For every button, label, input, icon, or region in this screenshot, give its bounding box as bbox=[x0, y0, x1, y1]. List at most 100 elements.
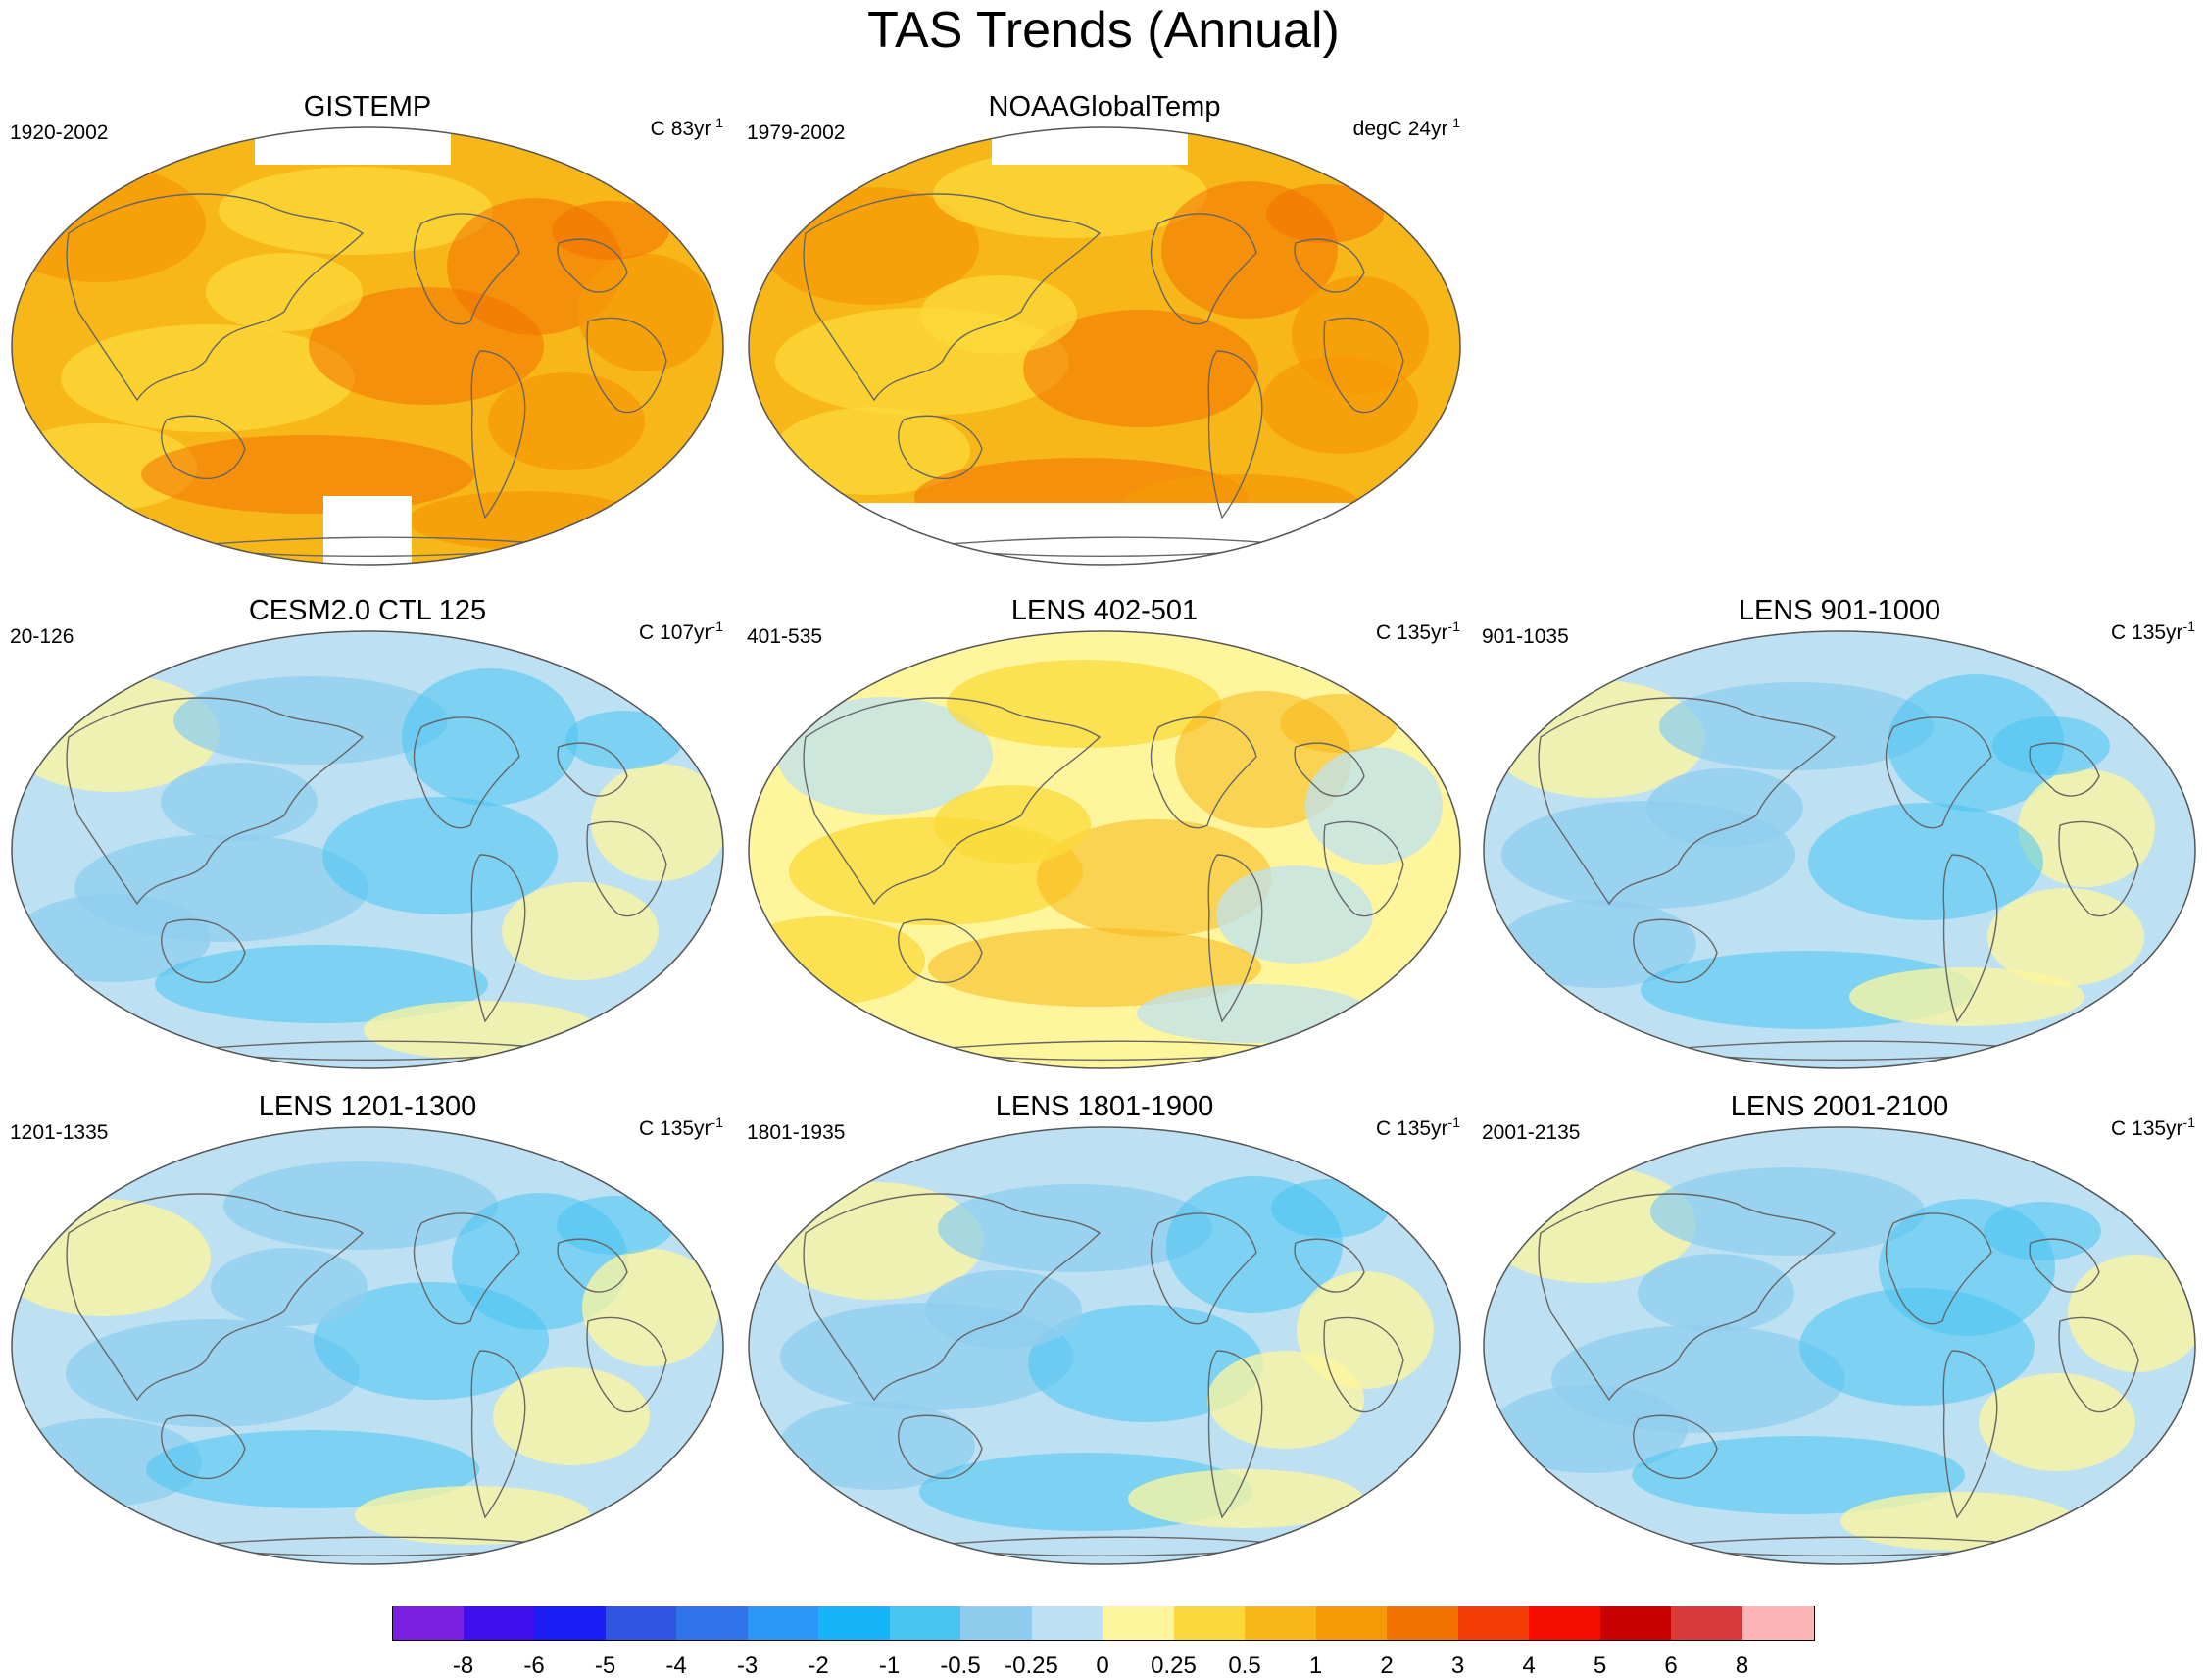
coastline bbox=[1633, 1414, 1718, 1479]
panel-title: NOAAGlobalTemp bbox=[988, 91, 1221, 123]
trend-region bbox=[15, 894, 211, 982]
colorbar-swatch bbox=[534, 1606, 606, 1641]
panel-units: C 135yr-1 bbox=[639, 1115, 723, 1143]
trend-region bbox=[1888, 674, 2064, 812]
colorbar-swatch bbox=[463, 1606, 535, 1641]
colorbar-label: -0.25 bbox=[1005, 1653, 1058, 1679]
trend-region bbox=[1979, 1373, 2135, 1471]
colorbar-swatch bbox=[1599, 1606, 1672, 1641]
coastline bbox=[586, 317, 667, 414]
trend-region bbox=[1659, 682, 1934, 770]
coastline bbox=[1323, 820, 1404, 917]
panel-period: 20-126 bbox=[10, 625, 74, 648]
map-panel: LENS 402-501 401-535 C 135yr-1 bbox=[737, 594, 1472, 1104]
trend-region bbox=[155, 945, 488, 1023]
panel-length: 107yr bbox=[660, 621, 711, 644]
trend-region bbox=[211, 1248, 368, 1326]
panel-length: 135yr bbox=[1397, 1117, 1448, 1140]
coastline bbox=[66, 1193, 365, 1402]
trend-map bbox=[748, 126, 1461, 566]
trend-region bbox=[322, 797, 558, 914]
map-border bbox=[11, 1126, 724, 1565]
trend-region bbox=[920, 275, 1077, 354]
coastline bbox=[161, 918, 246, 983]
trend-region bbox=[591, 764, 723, 881]
trend-region bbox=[1799, 1288, 2035, 1406]
panel-title: CESM2.0 CTL 125 bbox=[248, 595, 487, 626]
trend-map bbox=[11, 1126, 724, 1565]
trend-region bbox=[557, 1196, 674, 1255]
coastline bbox=[803, 1193, 1102, 1402]
coastline bbox=[586, 1316, 667, 1413]
panel-title: LENS 402-501 bbox=[1010, 595, 1199, 626]
panel-title: LENS 2001-2100 bbox=[1730, 1091, 1949, 1122]
trend-region bbox=[502, 882, 659, 980]
trend-region bbox=[1261, 356, 1418, 454]
trend-region bbox=[2018, 769, 2155, 887]
map-border bbox=[11, 126, 724, 566]
trend-region bbox=[1492, 1385, 1688, 1473]
map-panel: CESM2.0 CTL 125 20-126 C 107yr-1 bbox=[0, 594, 735, 1104]
missing-data-region bbox=[255, 127, 451, 165]
panel-period: 401-535 bbox=[747, 625, 823, 648]
trend-region bbox=[1271, 1179, 1389, 1238]
trend-region bbox=[1984, 1202, 2101, 1260]
panel-length-exponent: -1 bbox=[1447, 618, 1460, 634]
missing-data-region bbox=[323, 496, 412, 565]
map-border bbox=[1483, 630, 2196, 1069]
coastline bbox=[898, 918, 983, 983]
coastline bbox=[1294, 742, 1365, 797]
panel-length-exponent: -1 bbox=[711, 115, 723, 130]
colorbar-swatch bbox=[889, 1606, 961, 1641]
panel-units: C 135yr-1 bbox=[1376, 1115, 1460, 1143]
map-border bbox=[748, 126, 1461, 566]
colorbar-swatch bbox=[1103, 1606, 1174, 1641]
map-border bbox=[748, 1126, 1461, 1565]
trend-region bbox=[779, 1402, 975, 1490]
colorbar-label: 0.5 bbox=[1228, 1653, 1261, 1679]
colorbar-label: -3 bbox=[736, 1653, 759, 1679]
trend-region bbox=[223, 1161, 498, 1250]
panel-title: GISTEMP bbox=[303, 91, 432, 123]
map-panel: LENS 2001-2100 2001-2135 C 135yr-1 bbox=[1472, 1090, 2207, 1600]
trend-region bbox=[61, 324, 355, 432]
trend-region bbox=[1216, 865, 1373, 964]
coastline bbox=[1885, 1212, 1992, 1325]
trend-region bbox=[1849, 967, 2084, 1026]
trend-map bbox=[1483, 630, 2196, 1069]
trend-region bbox=[577, 254, 714, 371]
coastline bbox=[1150, 716, 1257, 829]
coastline bbox=[586, 820, 667, 917]
trend-region bbox=[314, 1282, 549, 1400]
trend-region bbox=[1207, 1351, 1364, 1449]
panel-units-label: C bbox=[639, 621, 655, 644]
coastline bbox=[898, 1414, 983, 1479]
trend-region bbox=[1632, 1436, 1965, 1514]
trend-field bbox=[749, 127, 1460, 565]
coastline bbox=[898, 415, 983, 479]
panel-units-label: C bbox=[1376, 1117, 1392, 1140]
coastline bbox=[413, 213, 520, 325]
coastline bbox=[1294, 1238, 1365, 1293]
panel-length-exponent: -1 bbox=[2182, 618, 2195, 634]
trend-region bbox=[1840, 1492, 2076, 1551]
coastline bbox=[1538, 1193, 1837, 1402]
map-panel: LENS 901-1000 901-1035 C 135yr-1 bbox=[1472, 594, 2207, 1104]
panel-units: C 135yr-1 bbox=[1376, 619, 1460, 647]
trend-field bbox=[12, 1127, 723, 1564]
panel-length-exponent: -1 bbox=[1447, 1114, 1460, 1130]
coastline bbox=[557, 1238, 628, 1293]
colorbar-label: 6 bbox=[1664, 1653, 1678, 1679]
trend-map bbox=[748, 630, 1461, 1069]
map-panel: LENS 1801-1900 1801-1935 C 135yr-1 bbox=[737, 1090, 1472, 1600]
colorbar-label: -1 bbox=[878, 1653, 901, 1679]
colorbar-label: 5 bbox=[1593, 1653, 1607, 1679]
trend-region bbox=[1266, 184, 1384, 243]
map-border bbox=[1483, 1126, 2196, 1565]
coastline bbox=[1942, 854, 1998, 1023]
colorbar-label: -4 bbox=[665, 1653, 687, 1679]
trend-field bbox=[12, 631, 723, 1068]
coastline bbox=[803, 193, 1102, 402]
trend-region bbox=[1992, 716, 2110, 775]
trend-region bbox=[173, 676, 448, 765]
